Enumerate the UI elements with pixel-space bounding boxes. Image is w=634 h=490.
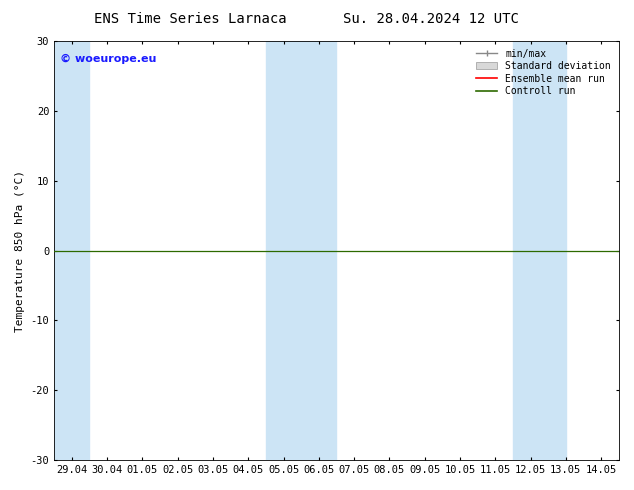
- Bar: [266, 41, 337, 460]
- Bar: [54, 41, 89, 460]
- Text: Su. 28.04.2024 12 UTC: Su. 28.04.2024 12 UTC: [343, 12, 519, 26]
- Legend: min/max, Standard deviation, Ensemble mean run, Controll run: min/max, Standard deviation, Ensemble me…: [473, 46, 614, 99]
- Bar: [513, 41, 566, 460]
- Y-axis label: Temperature 850 hPa (°C): Temperature 850 hPa (°C): [15, 170, 25, 332]
- Text: © woeurope.eu: © woeurope.eu: [60, 53, 156, 64]
- Text: ENS Time Series Larnaca: ENS Time Series Larnaca: [94, 12, 287, 26]
